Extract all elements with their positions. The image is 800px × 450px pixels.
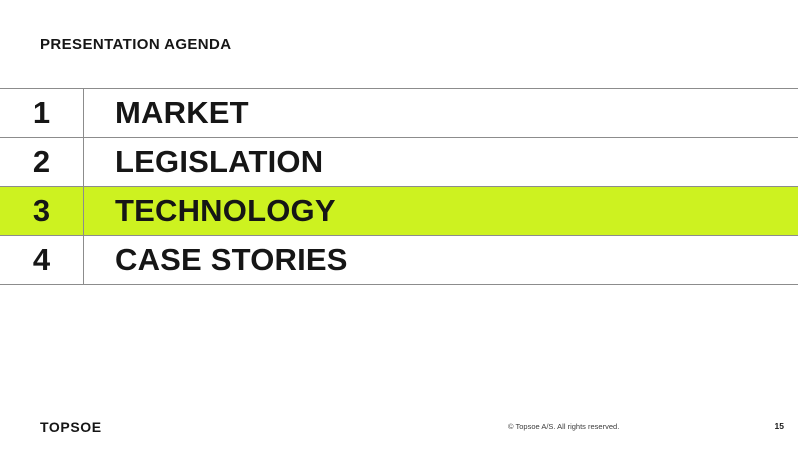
agenda-row: 3 TECHNOLOGY [0,187,798,236]
agenda-table: 1 MARKET 2 LEGISLATION 3 TECHNOLOGY 4 CA… [0,88,798,285]
slide-title: PRESENTATION AGENDA [40,36,232,53]
agenda-item-label: LEGISLATION [115,144,324,179]
agenda-item-label: MARKET [115,95,249,130]
agenda-item-label: CASE STORIES [115,242,348,277]
agenda-item-number: 1 [0,89,84,137]
page-number: 15 [774,421,784,431]
agenda-item-label: TECHNOLOGY [115,193,336,228]
copyright-text: © Topsoe A/S. All rights reserved. [508,422,620,431]
agenda-item-number: 2 [0,138,84,186]
agenda-item-number: 4 [0,236,84,284]
agenda-row: 4 CASE STORIES [0,236,798,285]
topsoe-logo: TOPSOE [40,419,102,435]
agenda-row: 1 MARKET [0,89,798,138]
agenda-item-number: 3 [0,187,84,235]
agenda-row: 2 LEGISLATION [0,138,798,187]
